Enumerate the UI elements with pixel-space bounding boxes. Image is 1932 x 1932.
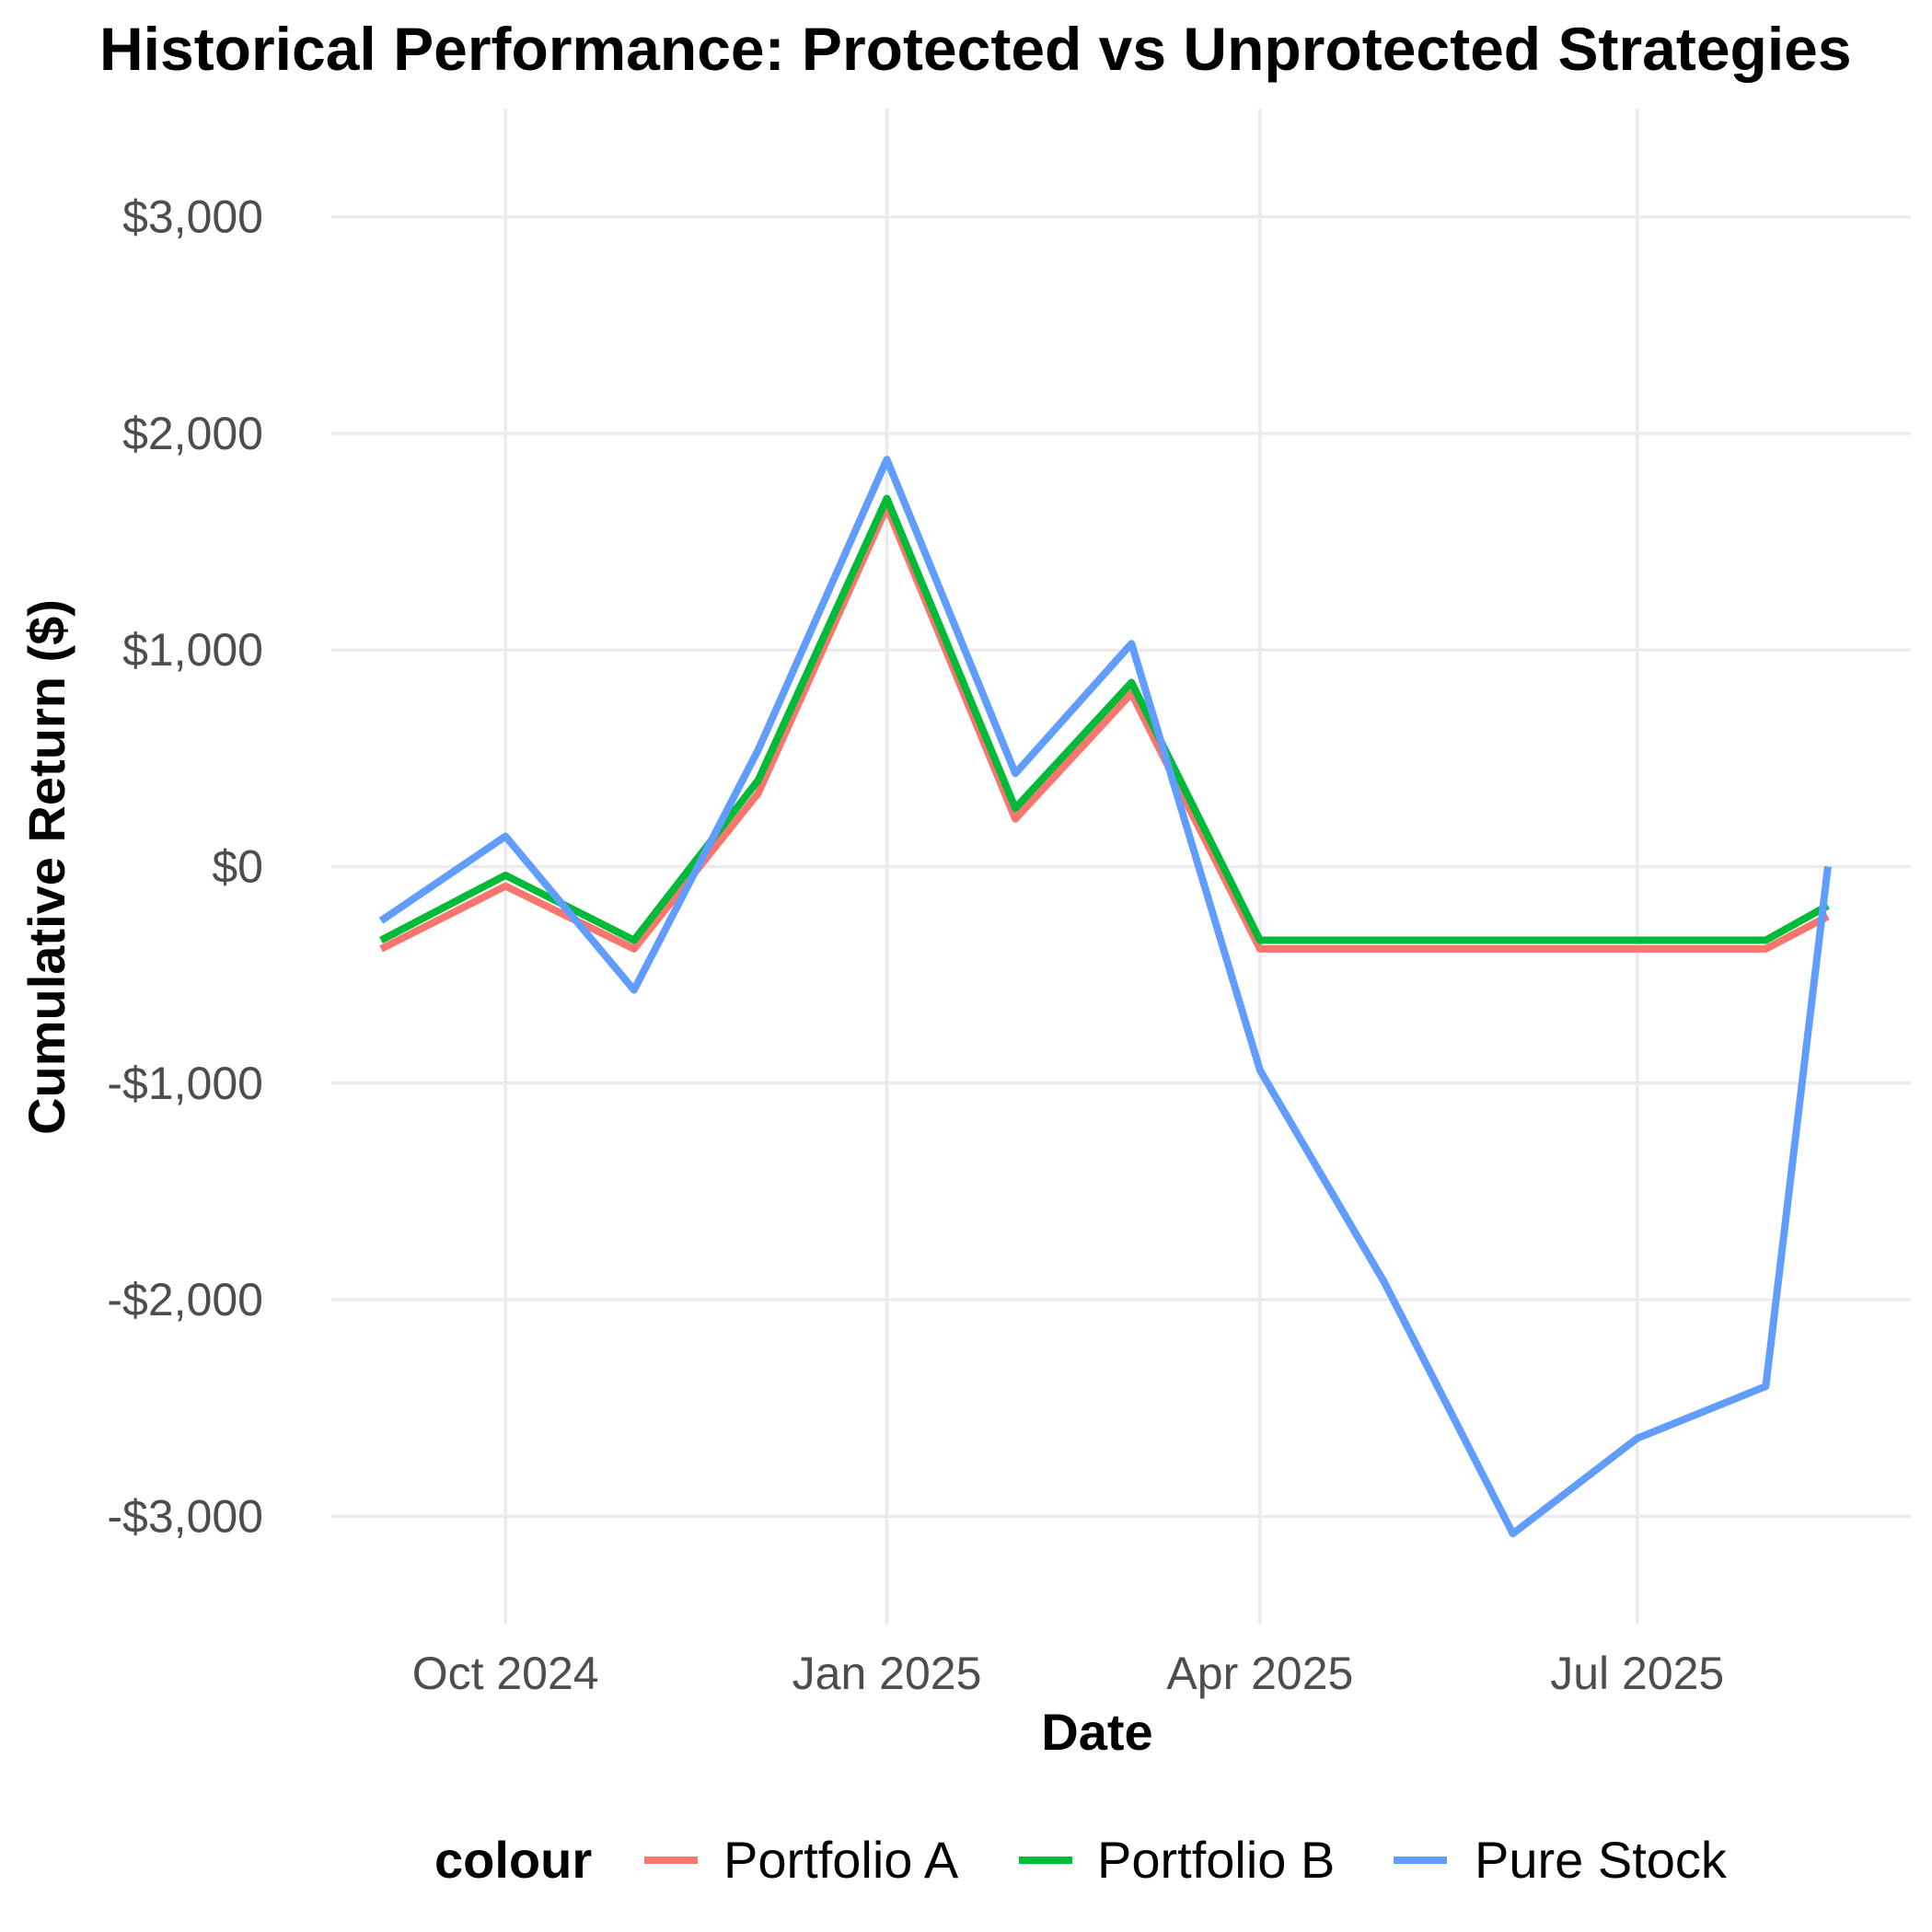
x-tick-label: Apr 2025 xyxy=(1166,1648,1353,1699)
y-tick-label: $1,000 xyxy=(122,624,263,676)
y-tick-label: $2,000 xyxy=(122,408,263,459)
x-tick-label: Jul 2025 xyxy=(1550,1648,1724,1699)
y-tick-label: -$3,000 xyxy=(107,1490,263,1542)
y-tick-label: -$2,000 xyxy=(107,1274,263,1325)
series-line-portfolio-b xyxy=(379,494,1830,944)
chart-title: Historical Performance: Protected vs Unp… xyxy=(99,15,1852,83)
x-tick-label: Oct 2024 xyxy=(412,1648,599,1699)
series-line-pure-stock xyxy=(378,456,1832,1538)
y-tick-label: -$1,000 xyxy=(107,1058,263,1109)
series-line-portfolio-a xyxy=(379,503,1830,953)
x-axis-ticks: Oct 2024 Jan 2025 Apr 2025 Jul 2025 xyxy=(412,1648,1725,1699)
legend-label: Pure Stock xyxy=(1475,1831,1728,1889)
series-lines xyxy=(378,456,1832,1538)
y-tick-label: $0 xyxy=(212,841,263,893)
x-tick-label: Jan 2025 xyxy=(792,1648,982,1699)
legend-label: Portfolio B xyxy=(1097,1831,1335,1889)
legend: colour Portfolio A Portfolio B Pure Stock xyxy=(434,1831,1728,1889)
x-axis-title: Date xyxy=(1041,1703,1152,1761)
grid-lines xyxy=(331,109,1911,1625)
legend-label: Portfolio A xyxy=(723,1831,959,1889)
y-tick-label: $3,000 xyxy=(122,191,263,243)
legend-title: colour xyxy=(434,1831,592,1889)
y-axis-ticks: $3,000 $2,000 $1,000 $0 -$1,000 -$2,000 -$3,00… xyxy=(107,191,263,1543)
y-axis-title: Cumulative Return ($) xyxy=(17,599,75,1135)
